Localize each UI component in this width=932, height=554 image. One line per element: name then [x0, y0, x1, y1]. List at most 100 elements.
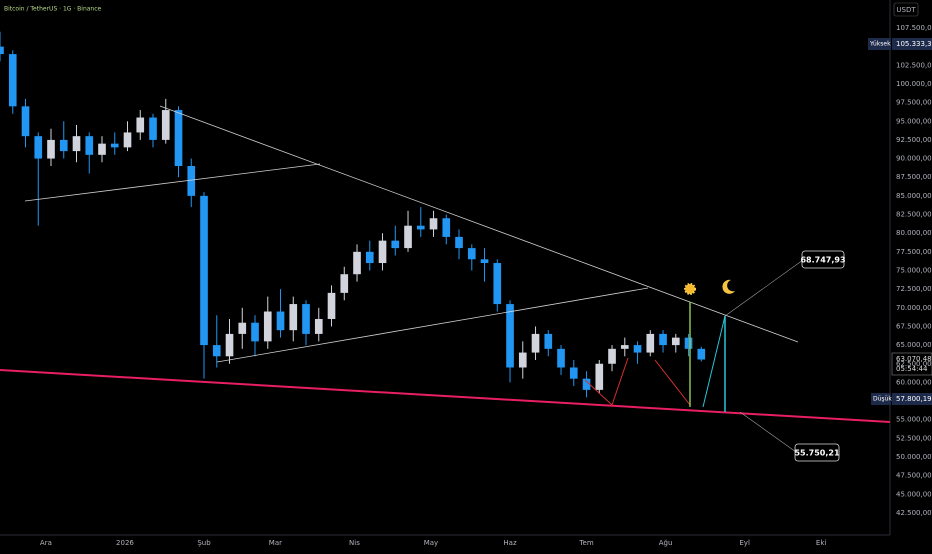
candle-body — [72, 136, 81, 152]
target-box — [794, 443, 840, 462]
candle-body — [620, 345, 629, 349]
candle-body — [608, 348, 616, 364]
tag-bg — [868, 38, 891, 50]
x-tick-label: Eki — [816, 539, 826, 547]
y-tick-label: 87.500,00 — [896, 173, 932, 181]
candle-body — [225, 333, 234, 357]
y-tick-label: 95.000,00 — [896, 117, 932, 125]
zigzag — [584, 357, 629, 406]
last-price: 63.070,48 — [896, 355, 932, 363]
y-tick-label: 97.500,00 — [896, 99, 932, 107]
candle-body — [123, 132, 132, 148]
target-box — [801, 250, 845, 269]
zigzag — [654, 359, 691, 406]
candle-body — [671, 337, 680, 346]
x-tick-label: Eyl — [739, 539, 750, 547]
candle-body — [85, 136, 94, 155]
y-tick-label: 55.000,00 — [896, 416, 932, 424]
moon-icon — [722, 279, 735, 294]
trend-line — [24, 163, 321, 202]
candle-body — [187, 166, 196, 196]
x-tick-label: Ağu — [659, 539, 673, 547]
candle-body — [442, 218, 451, 237]
x-tick-label: Haz — [503, 539, 517, 547]
candle-body — [174, 110, 183, 167]
candle-body — [34, 136, 43, 159]
leader-line — [739, 411, 797, 453]
y-tick-label: 85.000,00 — [896, 192, 932, 200]
candle-body — [646, 333, 655, 353]
candle-body — [697, 348, 706, 360]
candle-body — [276, 311, 285, 331]
candle-body — [353, 251, 361, 275]
candle-body — [595, 363, 604, 390]
candle-body — [98, 143, 106, 155]
tag-bg — [892, 38, 932, 50]
y-tick-label: 75.000,00 — [896, 266, 932, 274]
candle-body — [340, 274, 349, 293]
low-value: 57.800,19 — [896, 395, 932, 403]
candle-body — [531, 333, 540, 353]
y-tick-label: 52.500,00 — [896, 434, 932, 442]
candle-body — [238, 322, 247, 334]
candle-body — [467, 248, 476, 260]
candle-body — [302, 304, 310, 334]
candle-body — [314, 318, 323, 334]
candle-body — [8, 54, 17, 107]
candle-body — [684, 337, 693, 349]
y-tick-label: 90.000,00 — [896, 155, 932, 163]
candle-body — [21, 106, 30, 137]
candle-body — [59, 139, 68, 152]
y-tick-label: 47.500,00 — [896, 472, 932, 480]
candle-body — [506, 304, 514, 368]
projection-line — [702, 315, 726, 408]
candle-body — [263, 311, 272, 342]
sun-icon — [684, 283, 696, 295]
candle-body — [391, 240, 400, 249]
y-tick-label: 60.000,00 — [896, 378, 932, 386]
tag-bg — [871, 393, 891, 405]
candle-body — [149, 117, 157, 140]
last-price-tag — [891, 352, 932, 376]
candle-body — [110, 143, 119, 148]
high-label: Yüksek — [869, 41, 891, 48]
y-tick-label: 72.500,00 — [896, 285, 932, 293]
candle-body — [480, 259, 489, 264]
x-tick-label: Mar — [269, 539, 282, 547]
x-tick-label: Şub — [197, 539, 211, 547]
candle-body — [289, 304, 298, 331]
plot — [0, 31, 706, 398]
candle-body — [493, 263, 502, 305]
candle-body — [365, 251, 374, 264]
countdown: 05:54:44 — [896, 365, 928, 373]
x-tick-label: May — [424, 539, 438, 547]
price-axis-tags: USDT Yüksek 105.333,33 Düşük 57.800,19 6… — [868, 2, 932, 405]
candle-body — [47, 139, 55, 159]
currency[interactable]: USDT — [896, 6, 916, 14]
candle-body — [544, 333, 553, 349]
candle-body — [455, 236, 463, 249]
y-tick-label: 50.000,00 — [896, 453, 932, 461]
candle-body — [633, 345, 642, 353]
y-tick-label: 77.500,00 — [896, 248, 932, 256]
candle-body — [429, 218, 438, 230]
chart-title: Bitcoin / TetherUS · 1G · Binance — [4, 6, 102, 13]
y-tick-label: 80.000,00 — [896, 229, 932, 237]
candle-body — [557, 348, 565, 368]
y-tick-label: 65.000,00 — [896, 341, 932, 349]
y-tick-label: 100.000,00 — [896, 80, 932, 88]
currency-button[interactable] — [893, 2, 919, 17]
y-tick-label: 62.500,00 — [896, 360, 932, 368]
y-tick-label: 45.000,00 — [896, 490, 932, 498]
y-tick-label: 42.500,00 — [896, 509, 932, 517]
candle-body — [212, 345, 221, 357]
low-label: Düşük — [873, 396, 892, 403]
y-tick-label: 70.000,00 — [896, 304, 932, 312]
leader-line — [724, 259, 804, 317]
y-tick-label: 102.500,00 — [896, 61, 932, 69]
x-tick-label: 2026 — [116, 539, 134, 547]
x-tick-label: Nis — [349, 539, 360, 547]
